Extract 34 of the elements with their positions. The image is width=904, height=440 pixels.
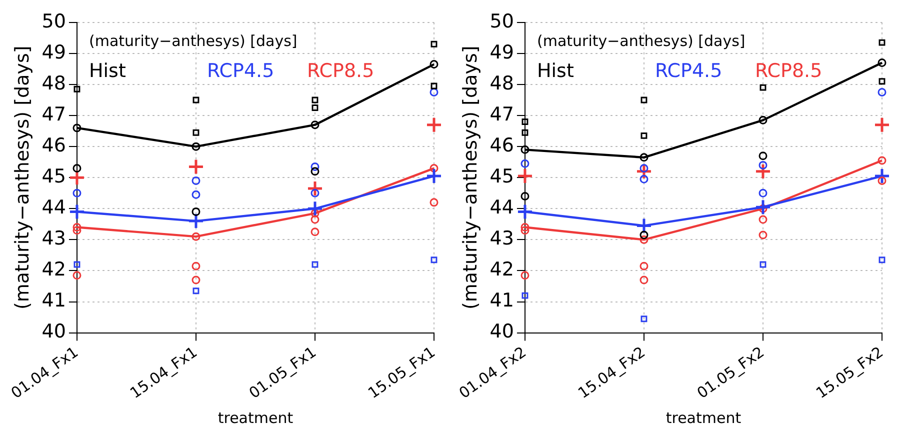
text: RCP8.5 <box>306 60 374 82</box>
text: RCP4.5 <box>654 60 722 82</box>
y-tick-label: 45 <box>490 166 514 188</box>
y-axis-title: (maturity−anthesys) [days] <box>536 32 746 50</box>
text: (maturity−anthesys) [days] <box>459 46 482 310</box>
y-tick-label: 41 <box>42 290 66 312</box>
y-tick-label: 44 <box>490 196 514 219</box>
y-tick-label: 49 <box>490 41 514 64</box>
y-tick-label: 40 <box>42 320 66 343</box>
text: Hist <box>88 60 126 82</box>
y-tick-label: 47 <box>42 103 66 126</box>
text: Hist <box>536 60 574 82</box>
y-tick-label: 47 <box>490 103 514 126</box>
y-tick-label: 41 <box>490 290 514 312</box>
y-tick-label: 48 <box>42 72 66 94</box>
x-axis-title: treatment <box>666 408 742 427</box>
y-tick-label: 49 <box>42 41 66 64</box>
y-tick-label: 45 <box>42 166 66 188</box>
x-axis-title: treatment <box>218 408 294 427</box>
y-tick-label: 50 <box>42 10 66 32</box>
y-tick-label: 44 <box>42 196 66 219</box>
y-tick-label: 42 <box>490 258 514 281</box>
y-tick-label: 48 <box>490 72 514 94</box>
y-tick-label: 50 <box>490 10 514 32</box>
text: RCP8.5 <box>754 60 822 82</box>
y-tick-label: 42 <box>42 258 66 281</box>
text: RCP4.5 <box>206 60 274 82</box>
text: (maturity−anthesys) [days] <box>11 46 34 310</box>
y-tick-label: 40 <box>490 320 514 343</box>
y-tick-label: 43 <box>42 228 66 250</box>
y-tick-label: 43 <box>490 228 514 250</box>
y-axis-title: (maturity−anthesys) [days] <box>88 32 298 50</box>
y-tick-label: 46 <box>490 134 514 156</box>
y-tick-label: 46 <box>42 134 66 156</box>
